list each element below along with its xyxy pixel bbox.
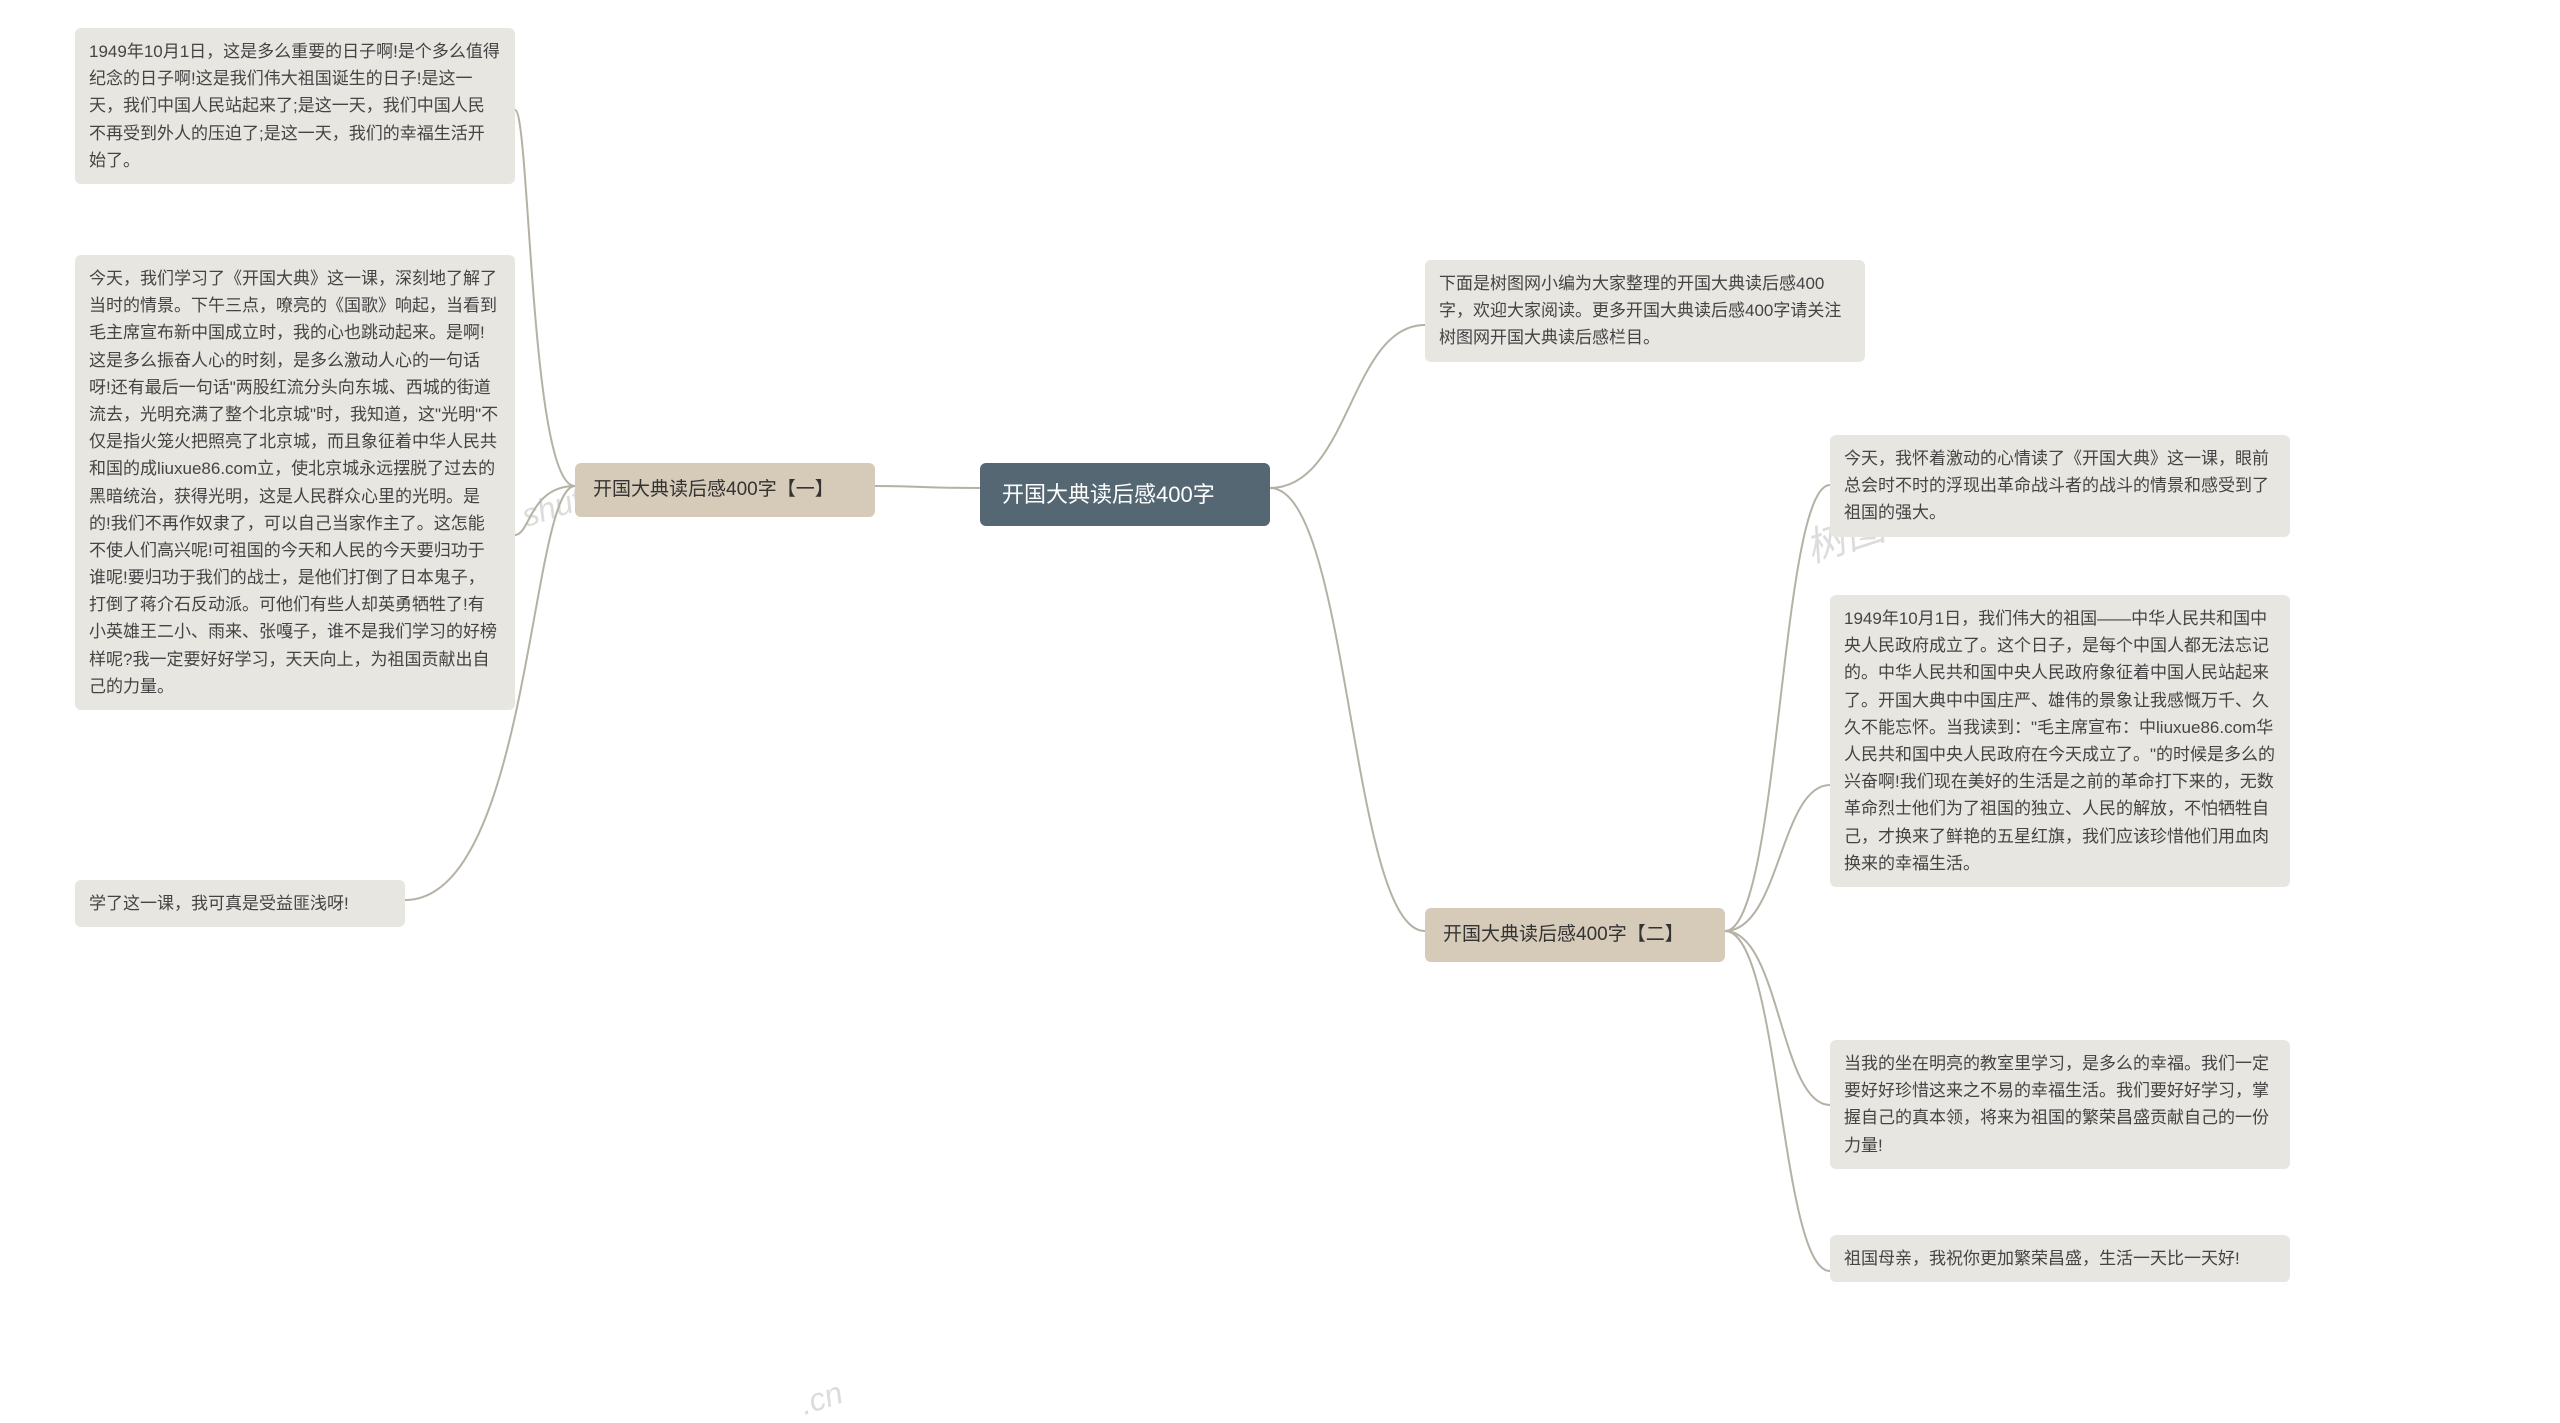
leaf-text: 今天，我怀着激动的心情读了《开国大典》这一课，眼前总会时不时的浮现出革命战斗者的… — [1844, 449, 2269, 522]
section2-child-0[interactable]: 今天，我怀着激动的心情读了《开国大典》这一课，眼前总会时不时的浮现出革命战斗者的… — [1830, 435, 2290, 537]
section1-child-1[interactable]: 今天，我们学习了《开国大典》这一课，深刻地了解了当时的情景。下午三点，嘹亮的《国… — [75, 255, 515, 710]
section2-child-1[interactable]: 1949年10月1日，我们伟大的祖国——中华人民共和国中央人民政府成立了。这个日… — [1830, 595, 2290, 887]
section1-label: 开国大典读后感400字【一】 — [593, 479, 834, 500]
root-label: 开国大典读后感400字 — [1002, 482, 1215, 507]
leaf-text: 当我的坐在明亮的教室里学习，是多么的幸福。我们一定要好好珍惜这来之不易的幸福生活… — [1844, 1054, 2269, 1155]
leaf-text: 今天，我们学习了《开国大典》这一课，深刻地了解了当时的情景。下午三点，嘹亮的《国… — [89, 269, 498, 696]
section2-child-2[interactable]: 当我的坐在明亮的教室里学习，是多么的幸福。我们一定要好好珍惜这来之不易的幸福生活… — [1830, 1040, 2290, 1169]
leaf-text: 学了这一课，我可真是受益匪浅呀! — [89, 894, 349, 913]
section1-child-0[interactable]: 1949年10月1日，这是多么重要的日子啊!是个多么值得纪念的日子啊!这是我们伟… — [75, 28, 515, 184]
root-node[interactable]: 开国大典读后感400字 — [980, 463, 1270, 526]
section1-child-2[interactable]: 学了这一课，我可真是受益匪浅呀! — [75, 880, 405, 927]
watermark: .cn — [795, 1374, 847, 1422]
leaf-text: 祖国母亲，我祝你更加繁荣昌盛，生活一天比一天好! — [1844, 1249, 2240, 1268]
section2-label: 开国大典读后感400字【二】 — [1443, 924, 1684, 945]
section1-node[interactable]: 开国大典读后感400字【一】 — [575, 463, 875, 517]
intro-text: 下面是树图网小编为大家整理的开国大典读后感400字，欢迎大家阅读。更多开国大典读… — [1439, 274, 1841, 347]
intro-node[interactable]: 下面是树图网小编为大家整理的开国大典读后感400字，欢迎大家阅读。更多开国大典读… — [1425, 260, 1865, 362]
section2-node[interactable]: 开国大典读后感400字【二】 — [1425, 908, 1725, 962]
section2-child-3[interactable]: 祖国母亲，我祝你更加繁荣昌盛，生活一天比一天好! — [1830, 1235, 2290, 1282]
leaf-text: 1949年10月1日，我们伟大的祖国——中华人民共和国中央人民政府成立了。这个日… — [1844, 609, 2275, 873]
leaf-text: 1949年10月1日，这是多么重要的日子啊!是个多么值得纪念的日子啊!这是我们伟… — [89, 42, 500, 170]
